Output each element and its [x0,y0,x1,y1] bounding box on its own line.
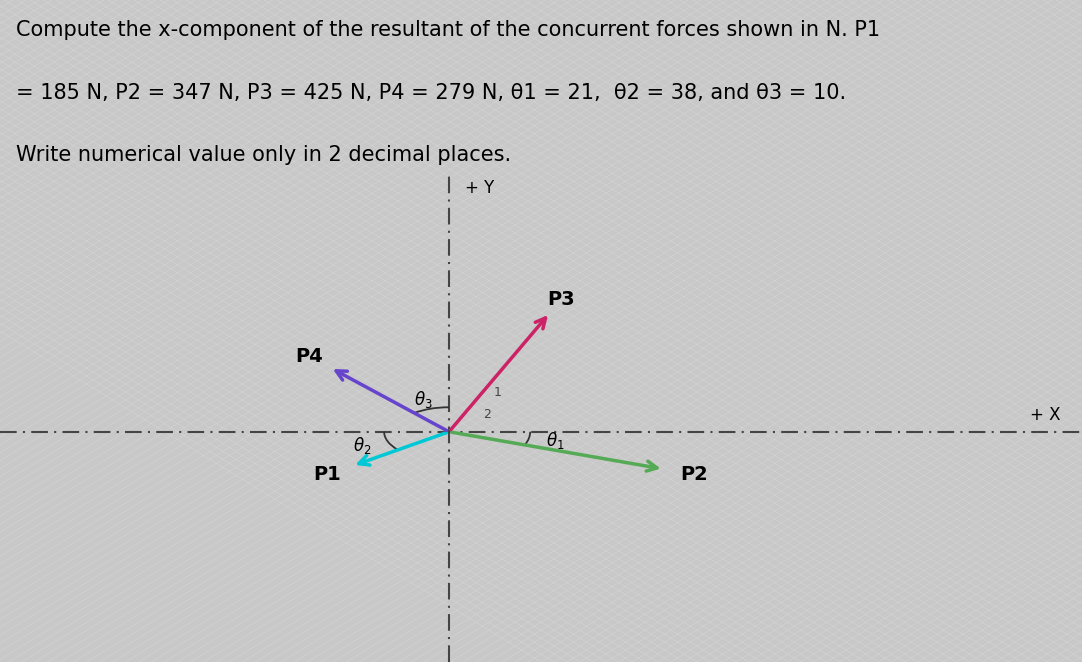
Text: Write numerical value only in 2 decimal places.: Write numerical value only in 2 decimal … [16,145,512,165]
Text: P1: P1 [313,465,341,485]
Text: P2: P2 [679,465,708,484]
Text: + Y: + Y [465,179,494,197]
Text: $\theta_3$: $\theta_3$ [413,389,433,410]
Text: P3: P3 [547,290,576,308]
Text: $\theta_2$: $\theta_2$ [353,435,371,456]
Text: 2: 2 [483,408,491,421]
Text: = 185 N, P2 = 347 N, P3 = 425 N, P4 = 279 N, θ1 = 21,  θ2 = 38, and θ3 = 10.: = 185 N, P2 = 347 N, P3 = 425 N, P4 = 27… [16,83,846,103]
Text: Compute the x-component of the resultant of the concurrent forces shown in N. P1: Compute the x-component of the resultant… [16,20,881,40]
Text: $\theta_1$: $\theta_1$ [546,430,565,451]
Text: P4: P4 [295,347,324,366]
Text: 1: 1 [493,386,502,399]
Text: + X: + X [1030,406,1060,424]
